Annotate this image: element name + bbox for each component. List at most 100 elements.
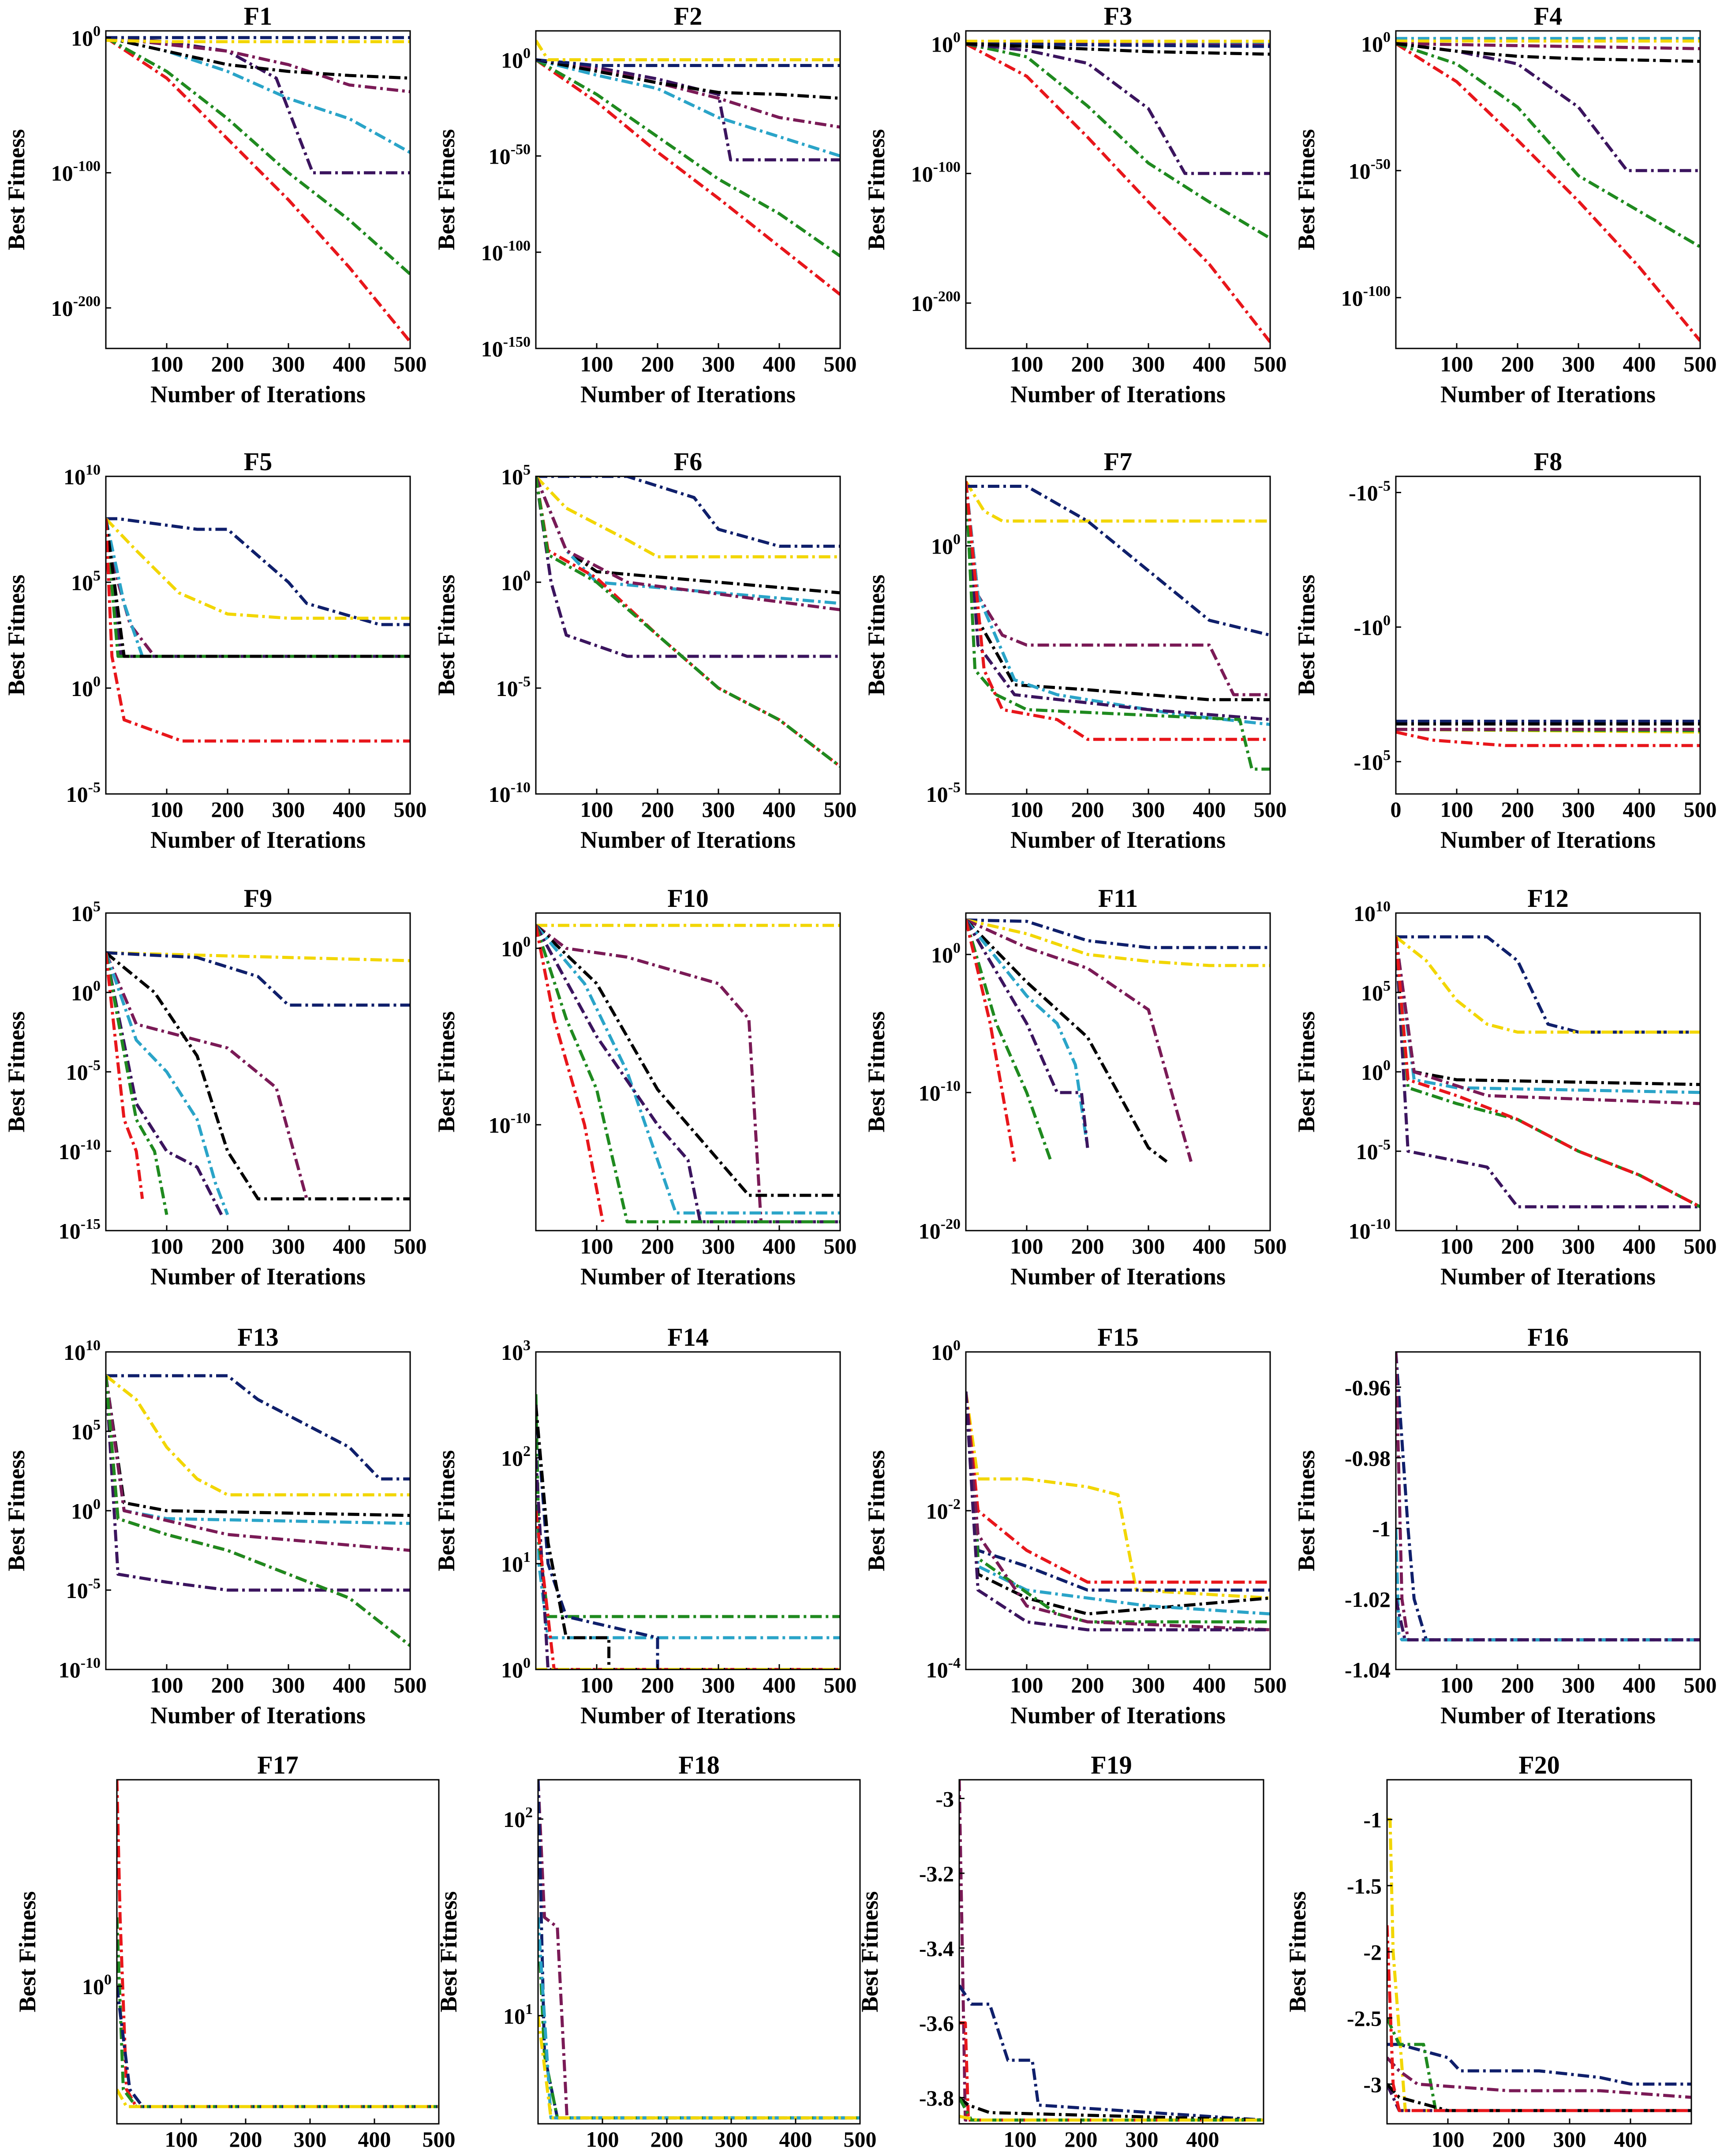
x-tick-label: 400 [333,1234,366,1258]
series-f19-navy [959,1984,1264,2122]
x-tick-label: 300 [1132,797,1165,822]
y-axis-label: Best Fitness [1293,1011,1320,1132]
x-tick-label: 400 [1614,2127,1647,2152]
chart-panel-f5: F5 100 200 300 400 500 1010 105 100 10-5 Number of… [3,447,427,853]
x-tick-label: 400 [333,797,366,822]
x-tick-label: 100 [1010,352,1043,376]
x-tick-label: 100 [150,1234,183,1258]
x-tick-label: 100 [580,352,613,376]
x-axis-label: Number of Iterations [1010,1263,1226,1290]
x-tick-label: 200 [1501,797,1534,822]
series-f11-navy [966,918,1270,949]
series-f2-magenta [536,58,840,129]
y-tick-label: 105 [71,568,101,595]
chart-title: F20 [1518,1751,1559,1779]
series-f16-navy [1396,1352,1700,1642]
y-axis-label: Best Fitness [435,1891,462,2012]
y-tick-label: -1 [1372,1516,1391,1541]
series-f3-black [966,42,1270,56]
series-f15-navy [966,1391,1270,1592]
chart-title: F15 [1097,1323,1138,1351]
plot-frame [535,30,841,349]
series-f7-navy [966,485,1270,637]
x-tick-label: 100 [165,2127,198,2152]
series-f11-purple [966,919,1089,1148]
x-tick-label: 200 [651,2127,684,2152]
x-tick-label: 400 [358,2127,391,2152]
x-tick-label: 500 [1684,352,1717,376]
x-tick-label: 500 [1684,1234,1717,1258]
x-tick-label: 200 [1492,2127,1526,2152]
x-tick-label: 200 [1071,797,1104,822]
x-tick-label: 100 [1440,1234,1473,1258]
series-f20-magenta [1387,2056,1691,2099]
y-tick-label: 105 [501,462,531,489]
plot-frame [535,912,841,1231]
x-tick-label: 100 [1010,1673,1043,1697]
series-f15-red [966,1391,1270,1584]
y-tick-label: 1010 [64,1337,101,1365]
series-f6-magenta [536,476,840,611]
x-tick-label: 100 [1010,1234,1043,1258]
y-tick-label: 10-10 [1349,1216,1391,1243]
chart-title: F18 [678,1751,719,1779]
chart-panel-f12: F12 100 200 300 400 500 1010 105 100 10-5 10-10 Num… [1293,884,1717,1290]
y-tick-label: 10-150 [481,334,531,361]
chart-title: F4 [1534,2,1562,30]
plot-frame [1395,912,1701,1231]
chart-panel-f11: F11 100 200 300 400 500 100 10-10 10-20 Number of… [863,884,1287,1290]
y-tick-label: -2 [1363,1940,1382,1965]
series-f17-yellow [117,2089,439,2108]
x-axis-label: Number of Iterations [1440,827,1656,853]
y-tick-label: 10-5 [926,779,961,807]
x-tick-label: 100 [150,352,183,376]
series-f19-black [959,2096,1264,2122]
plot-frame [1395,475,1701,795]
x-axis-label: Number of Iterations [150,827,366,853]
series-f15-yellow [966,1391,1270,1600]
y-tick-label: -3.4 [919,1936,954,1961]
series-f3-red [966,42,1270,343]
y-tick-label: 10-10 [489,779,531,807]
series-f5-black [106,518,410,658]
series-f6-purple [536,476,840,658]
series-f9-purple [106,952,223,1216]
y-tick-label: 10-20 [919,1216,961,1243]
y-tick-label: -1 [1363,1808,1382,1832]
series-f4-purple [1396,42,1700,172]
x-tick-label: 200 [641,352,674,376]
y-tick-label: 100 [931,532,961,559]
x-tick-label: 500 [423,2127,456,2152]
x-tick-label: 500 [394,352,427,376]
y-tick-label: 10-5 [1356,1137,1391,1164]
y-axis-label: Best Fitness [863,129,890,250]
x-tick-label: 200 [1071,1234,1104,1258]
chart-title: F2 [674,2,702,30]
series-f9-cyan [106,952,229,1216]
y-tick-label: 100 [501,934,531,961]
x-axis-label: Number of Iterations [1010,827,1226,853]
x-tick-label: 300 [702,797,735,822]
x-tick-label: 100 [1440,1673,1473,1697]
chart-title: F8 [1534,447,1562,476]
y-tick-label: 10-50 [489,142,531,169]
series-f16-magenta [1396,1352,1700,1642]
plot-frame [535,1351,841,1670]
x-tick-label: 200 [1501,1673,1534,1697]
y-tick-label: 105 [71,898,101,926]
series-f4-magenta [1396,42,1700,50]
x-axis-label: Number of Iterations [150,1263,366,1290]
x-tick-label: 400 [333,1673,366,1697]
series-f12-purple [1396,936,1700,1209]
x-tick-label: 400 [763,352,796,376]
series-f2-yellow [536,39,840,61]
series-f14-purple [536,1457,840,1669]
x-tick-label: 200 [211,352,244,376]
series-f9-black [106,951,410,1201]
series-f5-purple [106,518,410,658]
y-tick-label: 101 [503,2001,533,2029]
y-axis-label: Best Fitness [3,1011,30,1132]
plot-frame [958,1779,1264,2125]
y-tick-label: -0.96 [1345,1375,1391,1400]
